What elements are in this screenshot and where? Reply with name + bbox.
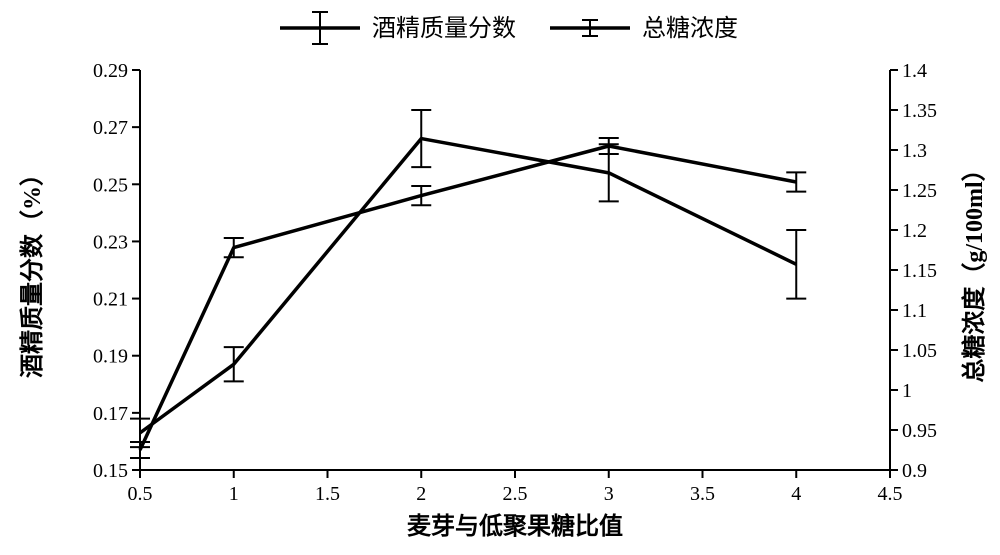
y2-tick-label: 1.1	[902, 300, 927, 322]
x-tick-label: 2.5	[503, 483, 528, 505]
x-tick-label: 1.5	[315, 483, 340, 505]
y1-tick-label: 0.27	[93, 117, 128, 139]
y2-tick-label: 1	[902, 380, 912, 402]
y1-tick-label: 0.23	[93, 231, 128, 253]
y1-tick-label: 0.21	[93, 289, 128, 311]
y2-tick-label: 0.95	[902, 420, 937, 442]
x-tick-label: 4.5	[878, 483, 903, 505]
legend-series2-label: 总糖浓度	[642, 15, 738, 42]
chart-container: 酒精质量分数 总糖浓度 0.5 1 1.5 2 2.5 3 3.5 4 4.5 麦芽与低聚果糖比值 0.…	[0, 0, 1000, 555]
y2-tick-label: 0.9	[902, 460, 927, 482]
chart-svg: 酒精质量分数 总糖浓度 0.5 1 1.5 2 2.5 3 3.5 4 4.5 麦芽与低聚果糖比值 0.…	[0, 0, 1000, 555]
legend-series1-label: 酒精质量分数	[372, 15, 516, 42]
y2-tick-label: 1.4	[902, 60, 927, 82]
y2-axis-label: 总糖浓度（g/100ml）	[960, 157, 988, 382]
y1-tick-label: 0.15	[93, 460, 128, 482]
x-tick-label: 3.5	[690, 483, 715, 505]
x-tick-label: 3	[604, 483, 614, 505]
x-tick-label: 2	[416, 483, 426, 505]
y2-tick-label: 1.35	[902, 100, 937, 122]
y2-tick-label: 1.2	[902, 220, 927, 242]
x-tick-label: 0.5	[128, 483, 153, 505]
y2-tick-label: 1.05	[902, 340, 937, 362]
x-tick-label: 1	[229, 483, 239, 505]
x-tick-label: 4	[791, 483, 801, 505]
y2-tick-label: 1.3	[902, 140, 927, 162]
y1-tick-label: 0.29	[93, 60, 128, 82]
y2-tick-label: 1.25	[902, 180, 937, 202]
y1-tick-label: 0.17	[93, 403, 128, 425]
y2-tick-label: 1.15	[902, 260, 937, 282]
series2-line	[140, 146, 796, 450]
y1-axis-label: 酒精质量分数（%）	[19, 162, 46, 378]
x-axis-label: 麦芽与低聚果糖比值	[407, 512, 623, 540]
y1-tick-label: 0.25	[93, 174, 128, 196]
y1-tick-label: 0.19	[93, 346, 128, 368]
